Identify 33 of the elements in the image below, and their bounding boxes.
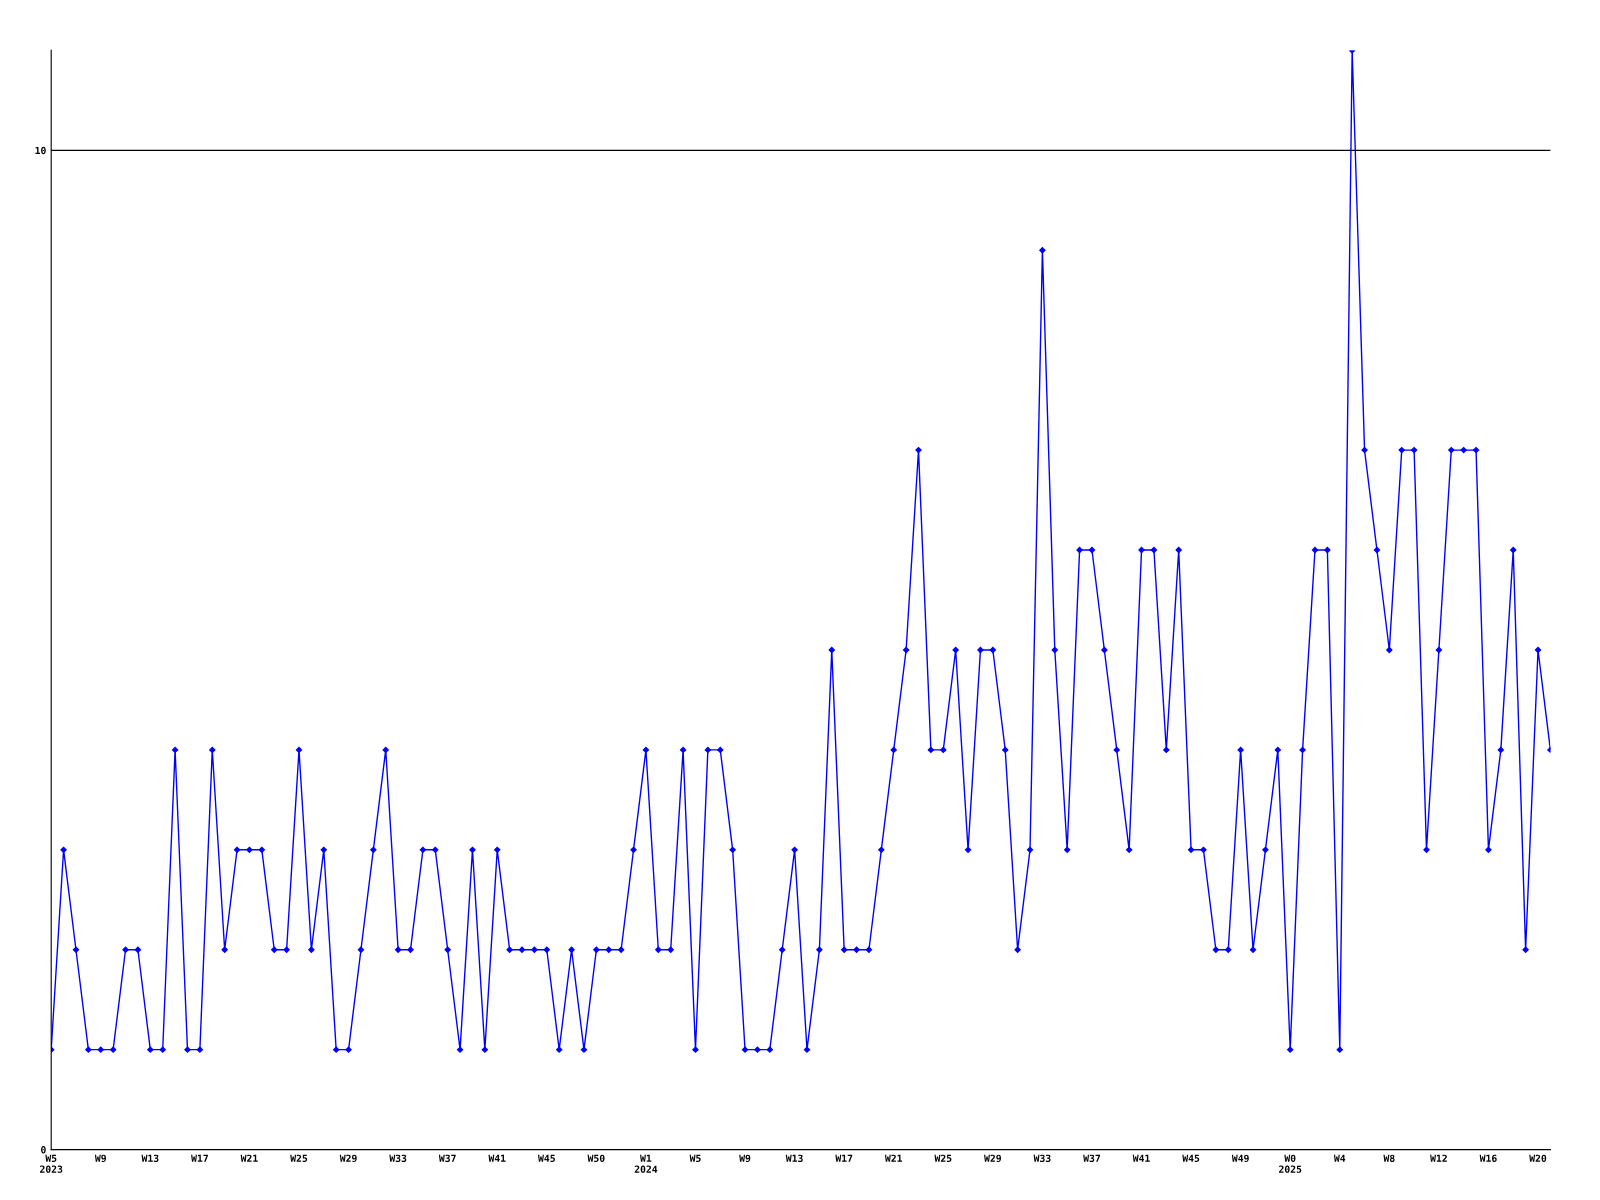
x-tick-label: W16 <box>1479 1154 1497 1162</box>
x-tick-label: W45 <box>1182 1154 1200 1162</box>
x-tick-label: W25 <box>934 1154 952 1162</box>
x-tick-label: W29 <box>339 1154 357 1163</box>
x-tick-label: W1 2024 <box>634 1154 658 1173</box>
x-tick-label: W0 2025 <box>1279 1154 1302 1173</box>
x-tick-label: W33 <box>389 1154 407 1162</box>
x-tick-label: W9 <box>739 1154 751 1163</box>
x-tick-label: W13 <box>141 1154 159 1162</box>
y-tick-label: 10 <box>35 146 46 155</box>
y-tick-label: 0 <box>41 1146 46 1154</box>
x-tick-label: W50 <box>587 1154 605 1162</box>
x-tick-label: W13 <box>785 1154 803 1162</box>
x-tick-label: W41 <box>1132 1154 1150 1162</box>
x-tick-label: W41 <box>488 1154 506 1162</box>
x-tick-label: W49 <box>1231 1154 1249 1163</box>
x-tick-label: W4 <box>1333 1154 1346 1162</box>
x-tick-label: W5 2023 <box>40 1154 63 1173</box>
x-tick-label: W29 <box>984 1154 1002 1163</box>
x-tick-label: W37 <box>438 1154 456 1162</box>
x-tick-label: W5 <box>689 1154 701 1162</box>
x-tick-label: W25 <box>290 1154 308 1162</box>
x-tick-label: W45 <box>538 1154 555 1162</box>
x-tick-label: W33 <box>1033 1154 1051 1162</box>
x-tick-label: W9 <box>94 1154 106 1163</box>
x-tick-label: W17 <box>191 1154 208 1162</box>
x-tick-label: W12 <box>1430 1154 1447 1162</box>
x-tick-label: W21 <box>240 1154 258 1162</box>
x-tick-label: W8 <box>1383 1154 1395 1162</box>
x-tick-label: W20 <box>1529 1154 1547 1162</box>
x-tick-label: W37 <box>1083 1154 1101 1162</box>
x-tick-label: W17 <box>835 1154 853 1162</box>
x-tick-label: W21 <box>884 1154 903 1162</box>
